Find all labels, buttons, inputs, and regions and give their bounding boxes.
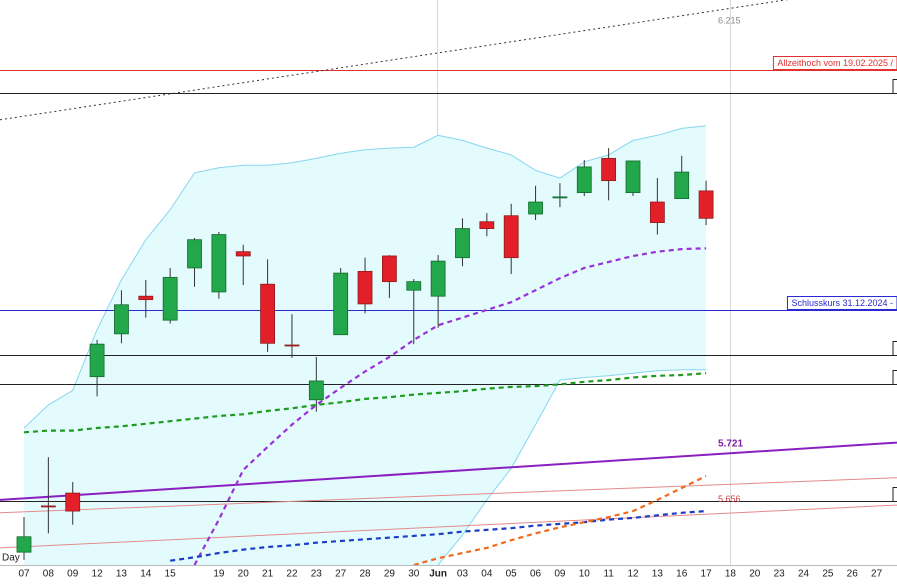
x-tick-label: 09 bbox=[554, 569, 566, 580]
price-label: 5.721 bbox=[718, 438, 743, 449]
candle-body bbox=[552, 196, 568, 199]
candle-body bbox=[333, 272, 349, 336]
x-tick-label: 04 bbox=[481, 569, 493, 580]
x-tick-label: 22 bbox=[286, 569, 298, 580]
candle-body bbox=[235, 251, 251, 257]
x-tick-label: 07 bbox=[18, 569, 30, 580]
candle-body bbox=[114, 304, 129, 335]
x-tick-label: 08 bbox=[43, 569, 55, 580]
indicator-line bbox=[170, 510, 707, 562]
candle-body bbox=[65, 492, 81, 512]
x-tick-label: 09 bbox=[67, 569, 79, 580]
level-label: Schlusskurs 31.12.2024 - bbox=[791, 298, 893, 308]
candle-body bbox=[16, 536, 32, 553]
x-tick-label: 06 bbox=[530, 569, 542, 580]
x-tick-label: 17 bbox=[701, 569, 713, 580]
band-upper bbox=[23, 125, 707, 429]
x-tick-label: 05 bbox=[506, 569, 518, 580]
trendline bbox=[0, 504, 897, 549]
candle-body bbox=[649, 201, 665, 223]
candle-body bbox=[674, 171, 690, 200]
plot-area: Allzeithoch vom 19.02.2025 / Schlusskurs … bbox=[0, 0, 897, 565]
x-tick-label: 27 bbox=[871, 569, 883, 580]
indicator-line bbox=[23, 372, 707, 434]
candle-body bbox=[381, 255, 397, 283]
candle-body bbox=[503, 215, 519, 259]
candle-body bbox=[187, 239, 202, 269]
x-tick-label: 13 bbox=[116, 569, 128, 580]
trendline bbox=[0, 441, 897, 501]
price-label: 6.215 bbox=[718, 15, 741, 25]
x-tick-label: 13 bbox=[652, 569, 664, 580]
candle-body bbox=[138, 295, 154, 301]
x-tick-label: 12 bbox=[92, 569, 104, 580]
x-tick-label: 14 bbox=[140, 569, 152, 580]
candle-body bbox=[698, 190, 714, 219]
price-label: 5.656 bbox=[718, 494, 741, 504]
candle-body bbox=[479, 221, 495, 229]
level-label-box bbox=[892, 79, 897, 94]
candle-body bbox=[455, 228, 470, 259]
level-label-box bbox=[892, 370, 897, 385]
candle-body bbox=[625, 160, 641, 194]
x-tick-label: 30 bbox=[408, 569, 420, 580]
x-tick-label: 19 bbox=[213, 569, 225, 580]
trendline bbox=[0, 0, 789, 121]
x-tick-label: 18 bbox=[725, 569, 737, 580]
indicator-line bbox=[193, 247, 707, 565]
candle-body bbox=[576, 166, 592, 194]
x-tick-label: 20 bbox=[238, 569, 250, 580]
x-tick-label: 23 bbox=[311, 569, 323, 580]
level-label-box bbox=[786, 296, 897, 310]
candle-body bbox=[406, 281, 422, 291]
x-tick-label: 10 bbox=[579, 569, 591, 580]
x-tick-label: 28 bbox=[359, 569, 371, 580]
candle-body bbox=[40, 505, 56, 508]
x-tick-label: 15 bbox=[165, 569, 177, 580]
candle-body bbox=[162, 276, 178, 321]
x-tick-label: 26 bbox=[847, 569, 859, 580]
candle-body bbox=[89, 343, 105, 378]
x-tick-label: 16 bbox=[676, 569, 688, 580]
x-tick-label: 29 bbox=[384, 569, 396, 580]
x-tick-label: 21 bbox=[262, 569, 274, 580]
x-tick-label: 24 bbox=[798, 569, 810, 580]
candle-body bbox=[430, 260, 446, 297]
x-tick-label: 11 bbox=[603, 569, 614, 580]
x-tick-label: 12 bbox=[627, 569, 639, 580]
candle-body bbox=[601, 157, 617, 182]
x-tick-label: Jun bbox=[429, 569, 447, 580]
candle-body bbox=[211, 234, 227, 293]
candle-body bbox=[260, 283, 276, 344]
candle-body bbox=[357, 270, 373, 305]
candle-body bbox=[308, 380, 324, 401]
level-label-box bbox=[772, 56, 897, 70]
candle-body bbox=[528, 201, 543, 215]
x-tick-label: 23 bbox=[774, 569, 786, 580]
indicator-line bbox=[413, 475, 707, 565]
x-tick-label: 27 bbox=[335, 569, 347, 580]
level-label-box bbox=[892, 487, 897, 502]
level-label-box bbox=[892, 341, 897, 356]
band-area bbox=[24, 125, 707, 565]
band-lower bbox=[437, 369, 707, 565]
period-label: Day bbox=[2, 553, 20, 564]
candle-body bbox=[284, 344, 300, 347]
trendline bbox=[0, 477, 897, 514]
x-tick-label: 03 bbox=[457, 569, 469, 580]
x-tick-label: 20 bbox=[749, 569, 761, 580]
x-tick-label: 25 bbox=[822, 569, 834, 580]
level-label: Allzeithoch vom 19.02.2025 / bbox=[777, 58, 893, 68]
